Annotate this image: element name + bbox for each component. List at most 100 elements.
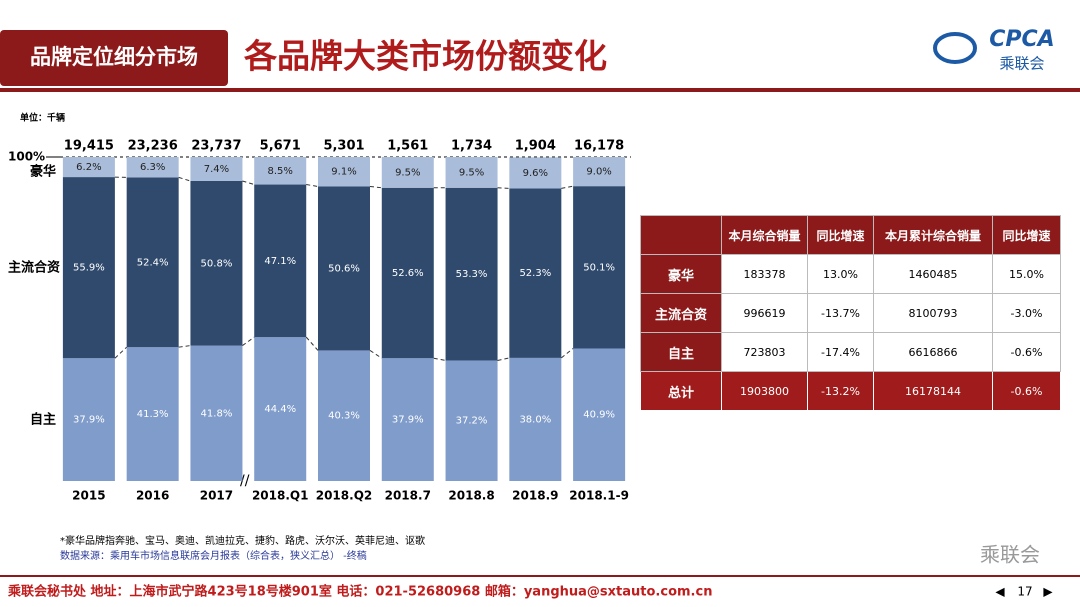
x-tick-label: 2018.Q1 — [252, 489, 309, 503]
legend-label: 主流合资 — [8, 260, 60, 276]
total-label: 16,178 — [574, 139, 624, 154]
table-cell: -13.7% — [807, 293, 874, 333]
x-tick-label: 2015 — [72, 489, 105, 503]
data-label: 50.1% — [583, 262, 615, 273]
header-rule — [0, 88, 1080, 92]
data-label: 52.3% — [519, 268, 551, 279]
data-label: 47.1% — [264, 256, 296, 267]
table-row: 自主 723803 -17.4% 6616866 -0.6% — [640, 332, 1061, 372]
data-table: 本月综合销量 同比增速 本月累计综合销量 同比增速 豪华 183378 13.0% 14604… — [640, 215, 1061, 411]
table-cell: 16178144 — [873, 371, 993, 411]
total-label: 1,734 — [451, 139, 492, 154]
table-row: 主流合资 996619 -13.7% 8100793 -3.0% — [640, 293, 1061, 333]
header-row: 本月综合销量 同比增速 本月累计综合销量 同比增速 — [640, 215, 1061, 255]
x-tick-label: 2018.9 — [512, 489, 558, 503]
bar-segment — [254, 184, 307, 338]
bar-segment — [573, 157, 626, 187]
header-cell: 本月综合销量 — [721, 215, 808, 255]
bar-segment — [62, 177, 115, 359]
total-label: 5,671 — [260, 139, 301, 154]
page-number: 17 — [1017, 585, 1032, 599]
bar-segment — [445, 157, 498, 188]
total-label: 23,737 — [191, 139, 241, 154]
connector — [433, 357, 446, 361]
bar-segment — [509, 157, 562, 189]
axis-break: // — [240, 473, 250, 489]
bar-segment — [190, 345, 243, 481]
table-cell: 6616866 — [873, 332, 993, 372]
note: 数据来源：乘用车市场信息联席会月报表（综合表，狭义汇总） -终稿 — [60, 549, 367, 562]
data-label: 37.2% — [456, 416, 488, 427]
y-tick-label: 100% — [8, 150, 45, 164]
bar-segment — [573, 348, 626, 481]
table-cell: 723803 — [721, 332, 808, 372]
data-label: 40.9% — [583, 410, 615, 421]
footer-rule — [0, 575, 1080, 577]
table-cell: 13.0% — [807, 254, 874, 294]
x-tick-label: 2018.7 — [385, 489, 431, 503]
data-label: 9.1% — [331, 167, 356, 178]
table-cell: -0.6% — [992, 332, 1061, 372]
section: 品牌定位细分市场 — [30, 45, 198, 69]
connector — [561, 185, 574, 189]
data-label: 41.8% — [201, 408, 233, 419]
data-label: 52.4% — [137, 257, 169, 268]
row-header: 总计 — [640, 371, 722, 411]
table-cell: -13.2% — [807, 371, 874, 411]
total-label: 5,301 — [323, 139, 364, 154]
header-cell: 本月累计综合销量 — [873, 215, 993, 255]
total-label: 1,904 — [515, 139, 556, 154]
bar-segment — [62, 157, 115, 178]
bar-segment — [381, 358, 434, 481]
connector — [497, 187, 510, 189]
data-label: 8.5% — [268, 166, 293, 177]
connector — [178, 345, 191, 348]
bar-segment — [573, 186, 626, 349]
bar-segment — [509, 188, 562, 358]
data-label: 9.0% — [586, 167, 611, 178]
data-label: 44.4% — [264, 404, 296, 415]
header-cell: 同比增速 — [807, 215, 874, 255]
connector — [306, 184, 319, 187]
bar-segment — [445, 187, 498, 361]
data-label: 55.9% — [73, 263, 105, 274]
bar-segment — [509, 357, 562, 481]
bar-segment — [126, 347, 179, 481]
page-nav: ◀ — [995, 585, 1005, 599]
data-label: 9.6% — [523, 168, 548, 179]
bar-segment — [445, 360, 498, 481]
data-label: 53.3% — [456, 269, 488, 280]
total-label: 1,561 — [387, 139, 428, 154]
data-label: 7.4% — [204, 164, 229, 175]
data-label: 40.3% — [328, 411, 360, 422]
connector — [305, 336, 319, 351]
data-label: 50.6% — [328, 263, 360, 274]
row-header: 豪华 — [640, 254, 722, 294]
total-label: 23,236 — [128, 139, 178, 154]
bar-segment — [190, 157, 243, 181]
table-cell: 183378 — [721, 254, 808, 294]
title: 各品牌大类市场份额变化 — [243, 37, 607, 76]
connector — [369, 350, 383, 359]
bar-segment — [381, 187, 434, 359]
page-nav: ▶ — [1043, 585, 1053, 599]
header-cell: 同比增速 — [992, 215, 1061, 255]
table-row: 总计 1903800 -13.2% 16178144 -0.6% — [640, 371, 1061, 411]
row-header: 主流合资 — [640, 293, 722, 333]
data-label: 6.2% — [76, 162, 101, 173]
x-tick-label: 2017 — [200, 489, 233, 503]
connector — [561, 348, 574, 359]
note: *豪华品牌指奔驰、宝马、奥迪、凯迪拉克、捷豹、路虎、沃尔沃、英菲尼迪、讴歌 — [60, 534, 425, 547]
table-cell: 15.0% — [992, 254, 1061, 294]
table-cell: 996619 — [721, 293, 808, 333]
data-label: 9.5% — [459, 167, 484, 178]
table-cell: 1903800 — [721, 371, 808, 411]
connector — [114, 346, 128, 359]
connector — [178, 176, 191, 182]
x-tick-label: 2018.Q2 — [316, 489, 373, 503]
connector — [242, 336, 255, 346]
data-label: 52.6% — [392, 268, 424, 279]
bar-segment — [318, 350, 370, 481]
